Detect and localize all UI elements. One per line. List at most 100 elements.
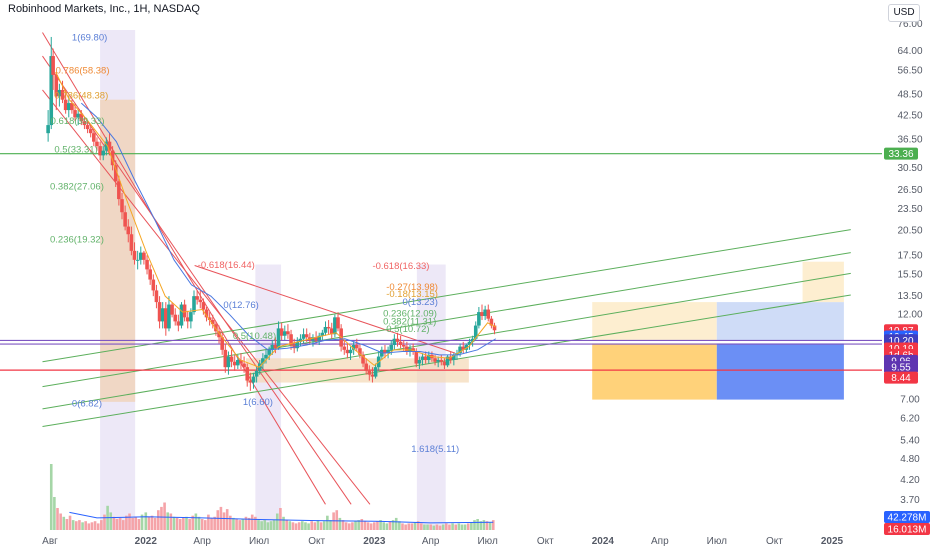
volume-bar	[100, 520, 103, 530]
candle-body	[358, 348, 362, 355]
volume-bar	[445, 523, 448, 530]
candle-body	[326, 326, 331, 329]
zone-target	[592, 343, 717, 400]
candle-body	[138, 252, 143, 260]
candle-body	[251, 376, 256, 383]
fib-label: 1(69.80)	[72, 32, 107, 43]
candle-body	[361, 354, 365, 364]
volume-bar	[363, 521, 367, 530]
zone-target	[716, 343, 844, 400]
fib-labels: 1(69.80) 0.786(58.38) 0.786(48.38) 0.618(39…	[50, 32, 459, 455]
zone-projection	[802, 261, 844, 303]
volume-bar	[131, 517, 134, 530]
volume-tag-label: 16.013M	[888, 525, 927, 536]
ma-slow-line	[80, 102, 497, 356]
volume-bar	[394, 517, 398, 530]
volume-bar	[282, 516, 285, 530]
volume-bar	[147, 516, 151, 530]
volume-bar	[203, 520, 207, 530]
candle-body	[464, 344, 469, 350]
volume-bar	[485, 521, 489, 530]
volume-bar	[125, 515, 128, 530]
volume-bar	[178, 519, 182, 530]
volume-bar	[169, 513, 173, 530]
fib-label: -0.18(13.15)	[386, 289, 438, 300]
candle-body	[492, 325, 497, 331]
candle-body	[380, 349, 384, 357]
candle-body	[282, 331, 287, 336]
candle-body	[220, 337, 224, 350]
candle-body	[170, 304, 174, 315]
volume-bar	[241, 519, 245, 530]
volume-bar	[285, 520, 288, 530]
candle-body	[333, 317, 337, 335]
candle-body	[207, 317, 212, 321]
price-tick-label: 42.50	[897, 111, 922, 122]
candle-body	[320, 332, 325, 336]
time-tick-label: Июл	[707, 536, 727, 547]
time-axis[interactable]: Авг 2022 Апр Июл Окт 2023 Апр Июл Окт 2024 Апр Июл О…	[42, 536, 843, 547]
volume-bar	[369, 523, 373, 530]
candle-body	[195, 296, 199, 300]
candle-body	[470, 338, 475, 342]
volume-bar	[216, 510, 220, 530]
volume-bar	[247, 517, 251, 530]
volume-bar	[96, 523, 100, 530]
candle-body	[142, 252, 146, 260]
candle-body	[117, 181, 121, 200]
time-tick-label: 2022	[135, 536, 158, 547]
volume-bar	[150, 515, 154, 530]
volume-bar	[376, 521, 379, 530]
fib-label: 0(6.82)	[72, 399, 102, 410]
price-axis[interactable]: 76.00 64.00 56.50 48.50 42.50 36.50 30.50 26.50…	[897, 19, 922, 506]
candle-body	[467, 341, 472, 345]
fib-label: 0.786(58.38)	[56, 66, 110, 77]
symbol-title: Robinhood Markets, Inc., 1H, NASDAQ	[8, 3, 200, 15]
volume-bar	[416, 521, 420, 530]
volume-ma-line	[69, 511, 494, 524]
volume-bar	[118, 517, 122, 530]
volume-bar	[360, 519, 364, 530]
price-tag-label: 33.36	[888, 149, 913, 160]
price-tick-label: 13.50	[897, 291, 922, 302]
zone-lavender	[416, 264, 446, 530]
volume-bar	[347, 523, 351, 530]
price-tag-label: 10.20	[888, 336, 913, 347]
candle-body	[304, 334, 309, 338]
candle-body	[395, 338, 400, 342]
volume-bar	[491, 520, 495, 530]
candle-body	[417, 360, 422, 364]
volume-bar	[222, 512, 226, 530]
candle-body	[445, 356, 450, 366]
volume-bar	[301, 521, 304, 530]
candle-body	[60, 89, 65, 100]
volume-bar	[307, 523, 310, 530]
zone-projection	[716, 302, 844, 341]
time-tick-label: Авг	[42, 536, 58, 547]
volume-bar	[338, 517, 342, 530]
candle-body	[66, 103, 71, 111]
volume-bar	[194, 513, 198, 530]
candle-body	[254, 370, 259, 377]
candle-body	[198, 299, 203, 303]
volume-bar	[466, 523, 470, 530]
volume-bar	[322, 521, 326, 530]
volume-bar	[59, 513, 62, 530]
fib-label: 0.5(10.72)	[386, 324, 429, 335]
candle-body	[57, 89, 62, 97]
candle-body	[311, 337, 315, 341]
candle-body	[226, 356, 231, 368]
candle-body	[329, 328, 334, 335]
candle-body	[336, 317, 340, 329]
candle-body	[489, 318, 494, 326]
candle-body	[248, 380, 253, 383]
currency-button[interactable]: USD	[888, 4, 920, 22]
candle-body	[273, 344, 278, 349]
volume-bar	[257, 520, 260, 530]
candle-body	[176, 321, 181, 326]
candle-body	[79, 113, 84, 122]
volume-bar	[419, 523, 423, 530]
volume-bar	[476, 519, 479, 530]
price-tick-label: 64.00	[897, 46, 922, 57]
